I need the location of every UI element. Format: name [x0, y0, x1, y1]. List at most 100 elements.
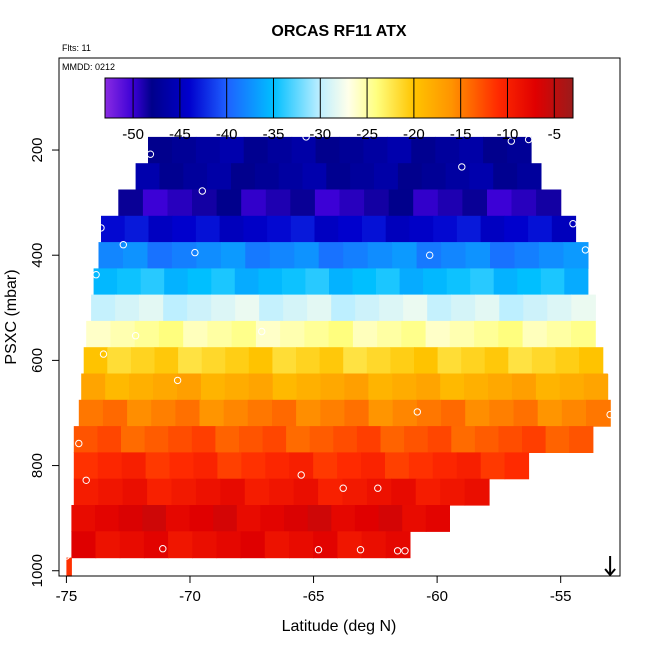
x-tick-label: -55 [550, 588, 572, 605]
heatmap-cell [474, 320, 499, 348]
heatmap-cell [489, 399, 515, 427]
heatmap-cell [535, 373, 561, 401]
heatmap-bands [66, 136, 611, 577]
heatmap-cell [178, 347, 203, 375]
heatmap-cell [296, 399, 321, 427]
heatmap-cell [538, 242, 564, 269]
heatmap-cell [213, 505, 238, 532]
heatmap-cell [73, 452, 99, 480]
heatmap-cell [302, 163, 327, 191]
heatmap-cell [545, 426, 570, 453]
heatmap-cell [147, 242, 173, 269]
heatmap-cell [528, 215, 553, 243]
heatmap-cell [196, 242, 222, 269]
heatmap-cell [309, 426, 334, 453]
heatmap-cell [235, 294, 260, 322]
heatmap-cell [333, 426, 358, 453]
heatmap-cell [200, 373, 226, 401]
x-tick-label: -75 [56, 588, 78, 605]
heatmap-cell [314, 215, 339, 243]
heatmap-cell [283, 294, 308, 322]
heatmap-cell [97, 452, 123, 480]
heatmap-cell [192, 189, 218, 217]
heatmap-cell [504, 452, 530, 480]
observation-point [198, 187, 207, 195]
heatmap-cell [187, 268, 212, 296]
heatmap-cell [265, 189, 291, 217]
heatmap-cell [480, 215, 505, 243]
heatmap-cell [272, 399, 297, 427]
heatmap-cell [73, 478, 99, 506]
heatmap-cell [571, 320, 596, 348]
observation-point [173, 376, 182, 385]
heatmap-cell [171, 478, 197, 506]
heatmap-cell [546, 320, 572, 348]
heatmap-cell [245, 242, 271, 269]
heatmap-cell [220, 242, 246, 269]
heatmap-cell [326, 163, 351, 191]
y-tick-label: 400 [29, 243, 46, 268]
observation-point [97, 224, 105, 232]
x-tick-label: -70 [179, 588, 201, 605]
heatmap-cell [247, 399, 273, 427]
heatmap-cell [183, 320, 208, 348]
heatmap-cell [402, 505, 427, 532]
heatmap-cell [514, 242, 540, 269]
observation-point [458, 163, 466, 171]
heatmap-cell [127, 399, 152, 427]
observation-point [82, 476, 90, 484]
heatmap-cell [445, 163, 470, 191]
heatmap-cell [151, 399, 176, 427]
heatmap-cell [244, 478, 270, 506]
heatmap-cell [399, 268, 424, 296]
heatmap-cell [97, 426, 122, 453]
heatmap-cell [243, 215, 268, 243]
heatmap-cell [234, 268, 259, 296]
colorbar [104, 77, 574, 119]
heatmap-cell [329, 268, 354, 296]
heatmap-cell [73, 426, 98, 453]
observation-point [581, 246, 590, 254]
colorbar-tick-label: -25 [356, 126, 378, 143]
heatmap-cell [331, 505, 356, 532]
y-axis: 200 400 600 800 1000 [29, 137, 60, 587]
heatmap-cell [352, 268, 377, 296]
heatmap-cell [290, 215, 316, 243]
heatmap-cell [154, 347, 179, 375]
heatmap-cell [475, 294, 500, 322]
heatmap-cell [248, 373, 274, 401]
heatmap-cell [377, 320, 402, 348]
observation-point [297, 471, 305, 479]
colorbar-tick-label: -40 [216, 126, 238, 143]
colorbar-tick-label: -10 [497, 126, 519, 143]
heatmap-cell [366, 347, 391, 375]
heatmap-cell [368, 399, 394, 427]
heatmap-cell [319, 347, 344, 375]
heatmap-cell [344, 373, 369, 401]
heatmap-cell [296, 347, 321, 375]
heatmap-cell [124, 215, 149, 243]
heatmap-cell [315, 136, 341, 164]
heatmap-cell [352, 320, 378, 348]
heatmap-cell [339, 136, 364, 164]
heatmap-cell [140, 268, 165, 296]
heatmap-cell [293, 478, 319, 506]
colorbar-tick-label: -15 [450, 126, 472, 143]
heatmap-cell [401, 320, 427, 348]
heatmap-cell [107, 347, 132, 375]
heatmap-cell [362, 215, 387, 243]
heatmap-cell [547, 294, 572, 322]
heatmap-cell [86, 320, 111, 348]
heatmap-cell [211, 294, 236, 322]
heatmap-cell [289, 531, 314, 559]
colorbar-tick-label: -50 [122, 126, 144, 143]
heatmap-cell [344, 399, 370, 427]
heatmap-cell [376, 268, 401, 296]
heatmap-cell [189, 505, 214, 532]
heatmap-cell [464, 478, 490, 506]
heatmap-cell [433, 215, 458, 243]
heatmap-cell [504, 215, 529, 243]
heatmap-cell [571, 294, 596, 322]
heatmap-cell [579, 347, 604, 375]
